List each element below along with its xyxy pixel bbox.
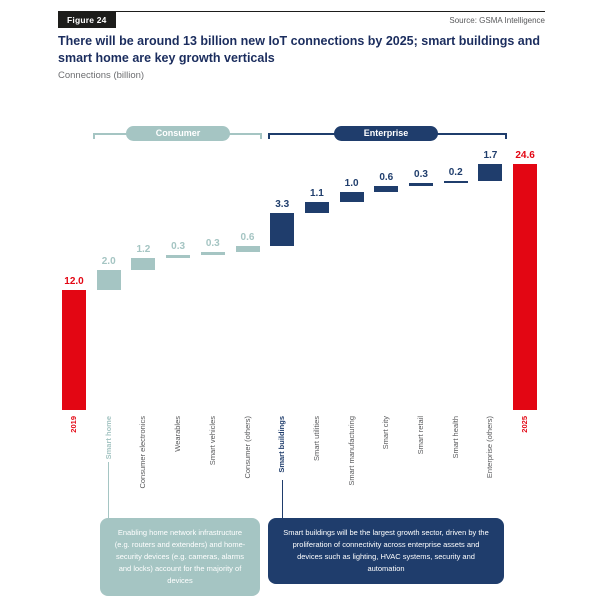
x-axis-label-smart-utilities: Smart utilities xyxy=(311,416,321,462)
waterfall-bar-enterprise-others xyxy=(478,164,503,181)
enterprise-bracket-right-tick xyxy=(505,133,507,139)
enterprise-callout-connector xyxy=(282,480,283,518)
bar-value-wearables: 0.3 xyxy=(171,241,186,252)
bar-value-smart-retail: 0.3 xyxy=(414,169,428,180)
x-axis-label-smart-manufacturing: Smart manufacturing xyxy=(346,416,356,486)
waterfall-bar-smart-buildings xyxy=(270,213,295,246)
waterfall-bar-smart-vehicles xyxy=(200,252,225,255)
waterfall-bar-smart-home xyxy=(96,270,121,290)
waterfall-bar-consumer-electronics xyxy=(131,258,156,270)
waterfall-bar-smart-health xyxy=(443,181,468,183)
bar-value-smart-manufacturing: 1.0 xyxy=(344,178,359,189)
waterfall-bar-wearables xyxy=(166,255,191,258)
x-axis-label-2019: 2019 xyxy=(69,416,78,433)
bar-value-smart-buildings: 3.3 xyxy=(275,199,290,210)
bar-value-smart-utilities: 1.1 xyxy=(309,188,324,199)
x-axis-label-wearables: Wearables xyxy=(173,416,183,452)
consumer-bracket-left-tick xyxy=(93,133,95,139)
bar-value-2019: 12.0 xyxy=(64,276,84,287)
bar-value-smart-vehicles: 0.3 xyxy=(205,238,220,249)
waterfall-bar-smart-retail xyxy=(409,183,433,186)
enterprise-group-label: Enterprise xyxy=(334,126,438,141)
enterprise-callout-box: Smart buildings will be the largest grow… xyxy=(268,518,504,584)
consumer-group-label: Consumer xyxy=(126,126,230,141)
x-axis-label-smart-health: Smart health xyxy=(450,416,460,459)
waterfall-bar-2025 xyxy=(513,164,538,410)
waterfall-bar-smart-city xyxy=(374,186,399,192)
x-axis-label-smart-vehicles: Smart vehicles xyxy=(207,416,217,466)
header-rule xyxy=(58,11,545,12)
enterprise-bracket-left-tick xyxy=(268,133,270,139)
bar-value-smart-home: 2.0 xyxy=(101,256,116,267)
bar-value-enterprise-others: 1.7 xyxy=(483,150,498,161)
figure-badge: Figure 24 xyxy=(58,12,116,28)
waterfall-bar-smart-manufacturing xyxy=(339,192,364,202)
consumer-bracket-right-tick xyxy=(260,133,262,139)
waterfall-bar-smart-utilities xyxy=(304,202,329,213)
x-axis-label-consumer-electronics: Consumer electronics xyxy=(138,416,148,489)
bar-value-smart-city: 0.6 xyxy=(379,172,394,183)
x-axis-label-smart-retail: Smart retail xyxy=(416,416,425,455)
x-axis-label-smart-city: Smart city xyxy=(381,416,391,450)
source-text: Source: GSMA Intelligence xyxy=(449,16,545,25)
x-axis-label-consumer-others: Consumer (others) xyxy=(242,416,252,479)
bar-value-consumer-electronics: 1.2 xyxy=(136,244,151,255)
bar-value-smart-health: 0.2 xyxy=(448,167,463,178)
waterfall-bar-2019 xyxy=(62,290,86,410)
consumer-callout-box: Enabling home network infrastructure (e.… xyxy=(100,518,260,596)
bar-value-2025: 24.6 xyxy=(515,150,535,161)
figure-title: There will be around 13 billion new IoT … xyxy=(58,34,541,65)
x-axis-label-enterprise-others: Enterprise (others) xyxy=(485,416,495,479)
bar-value-consumer-others: 0.6 xyxy=(240,232,255,243)
waterfall-bar-consumer-others xyxy=(235,246,260,252)
y-axis-unit-label: Connections (billion) xyxy=(58,70,145,81)
consumer-callout-connector xyxy=(108,462,109,518)
x-axis-label-2025: 2025 xyxy=(520,416,530,433)
